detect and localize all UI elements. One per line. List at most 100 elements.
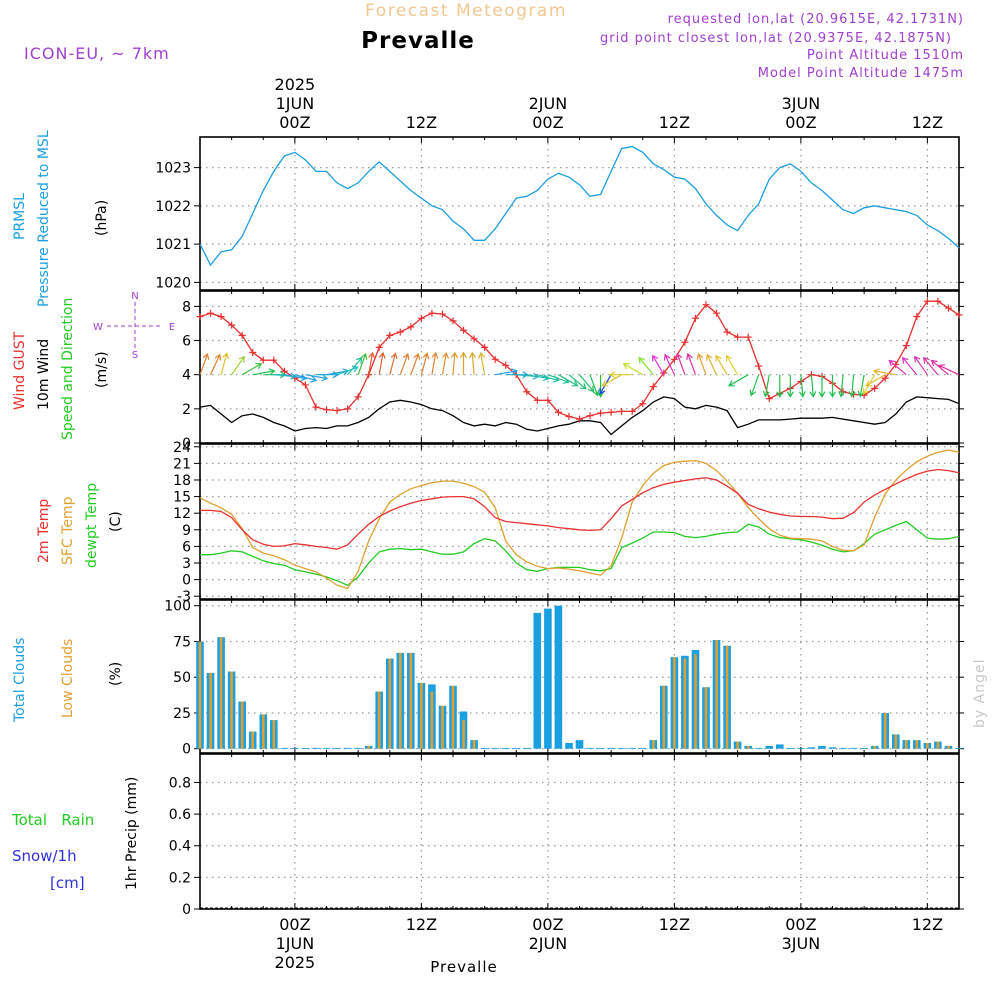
- total-cloud-bar: [533, 612, 542, 749]
- gust-marker: [375, 343, 383, 351]
- gust-marker: [301, 381, 309, 389]
- gust-marker: [597, 409, 605, 417]
- wind-arrow: [663, 353, 675, 375]
- low-cloud-bar: [441, 705, 444, 749]
- y-tick-label: 9: [182, 523, 191, 539]
- model-label: ICON-EU, ~ 7km: [24, 44, 170, 63]
- panel-frame: [199, 136, 960, 291]
- low-cloud-bar: [736, 741, 739, 749]
- gust-marker: [249, 348, 257, 356]
- low-cloud-bar: [715, 640, 718, 749]
- wind-label-speed-dir: Speed and Direction: [60, 298, 76, 440]
- gust-marker: [270, 356, 278, 364]
- low-cloud-bar: [915, 740, 919, 749]
- y-tick-label: 1023: [155, 161, 191, 177]
- precip-label-cm: [cm]: [50, 874, 85, 892]
- panel-frame: [199, 443, 960, 600]
- y-tick-label: 24: [173, 440, 191, 456]
- total-cloud-bar: [301, 747, 310, 749]
- total-cloud-bar: [575, 740, 584, 749]
- y-tick-label: 15: [173, 490, 191, 506]
- wind-arrow: [809, 374, 817, 398]
- y-tick-label: 4: [182, 368, 191, 384]
- total-cloud-bar: [628, 747, 636, 749]
- gust-marker: [871, 384, 879, 392]
- wind-arrow: [609, 371, 633, 379]
- wind-arrow: [220, 352, 229, 375]
- wind-arrow: [938, 364, 960, 376]
- wind-arrow: [231, 355, 245, 376]
- low-cloud-bar: [462, 720, 465, 749]
- total-cloud-bar: [765, 745, 774, 749]
- gust-marker: [470, 335, 478, 343]
- total-cloud-bar: [776, 744, 784, 749]
- gust-marker: [396, 328, 404, 336]
- total-cloud-bar: [860, 747, 868, 749]
- temp-unit: (C): [108, 511, 124, 532]
- wind-arrow: [728, 374, 749, 387]
- low-cloud-bar: [704, 687, 708, 749]
- wind-arrow: [601, 374, 622, 387]
- y-tick-label: 0: [182, 573, 191, 589]
- y-tick-label: 3: [182, 556, 191, 572]
- gust-marker: [586, 412, 594, 420]
- low-cloud-bar: [472, 740, 476, 749]
- watermark: by Angel: [972, 659, 988, 728]
- top-time-label: 2025: [275, 75, 316, 94]
- precip-label-snow: Snow/1h: [12, 847, 77, 865]
- info-requested: requested lon,lat (20.9615E, 42.1731N): [668, 12, 964, 27]
- pressure-label-long: Pressure Reduced to MSL: [36, 130, 52, 307]
- gust-marker: [913, 313, 921, 321]
- total-cloud-bar: [586, 747, 594, 749]
- low-cloud-bar: [240, 701, 244, 749]
- low-cloud-bar: [673, 657, 676, 749]
- low-cloud-bar: [694, 654, 697, 749]
- gust-marker: [702, 301, 710, 309]
- precip-label-rain: Total Rain: [11, 811, 94, 829]
- bottom-time-label: 12Z: [659, 915, 690, 934]
- gust-marker: [734, 333, 742, 341]
- gust-marker: [765, 395, 773, 403]
- wind-arrow: [818, 374, 826, 398]
- gust-marker: [523, 388, 531, 396]
- temp-label-dewpt: dewpt Temp: [84, 483, 100, 568]
- total-cloud-bar: [596, 747, 605, 749]
- gust-marker: [344, 405, 352, 413]
- compass-north: N: [131, 291, 138, 302]
- wind-arrow: [872, 368, 896, 376]
- wind-arrow: [786, 374, 794, 398]
- wind-arrow: [749, 374, 760, 397]
- total-cloud-bar: [312, 747, 320, 749]
- gust-marker: [544, 396, 552, 404]
- compass-west: W: [93, 322, 103, 333]
- gust-marker: [228, 321, 236, 329]
- footer-title: Prevalle: [430, 958, 497, 976]
- total-cloud-bar: [617, 747, 626, 749]
- total-cloud-bar: [501, 747, 510, 749]
- wind-arrow: [706, 353, 718, 375]
- wind-arrow: [357, 352, 368, 375]
- wind-arrow: [888, 359, 907, 376]
- gust-marker: [565, 413, 573, 421]
- clouds-label-low: Low Clouds: [60, 639, 76, 718]
- wind-arrow: [199, 352, 210, 375]
- wind-arrow: [441, 351, 449, 375]
- total-cloud-bar: [480, 747, 489, 749]
- gust-marker: [502, 361, 510, 369]
- wind-arrow: [622, 363, 644, 376]
- wind-arrow: [368, 351, 376, 375]
- clouds-panel: 0 25 50 75 100: [164, 599, 964, 758]
- total-cloud-bar: [512, 747, 521, 749]
- y-tick-label: 0.4: [169, 839, 191, 855]
- wind-panel: 0 2 4 6 8: [182, 290, 964, 452]
- gust-marker: [407, 323, 415, 331]
- top-time-label: 3JUN: [782, 94, 821, 113]
- total-cloud-bar: [955, 747, 963, 749]
- gust-marker: [723, 328, 731, 336]
- gust-marker: [628, 407, 636, 415]
- low-cloud-bar: [662, 685, 666, 749]
- y-tick-label: 12: [173, 506, 191, 522]
- temp-panel-labels: 2m Temp SFC Temp dewpt Temp (C): [36, 483, 124, 568]
